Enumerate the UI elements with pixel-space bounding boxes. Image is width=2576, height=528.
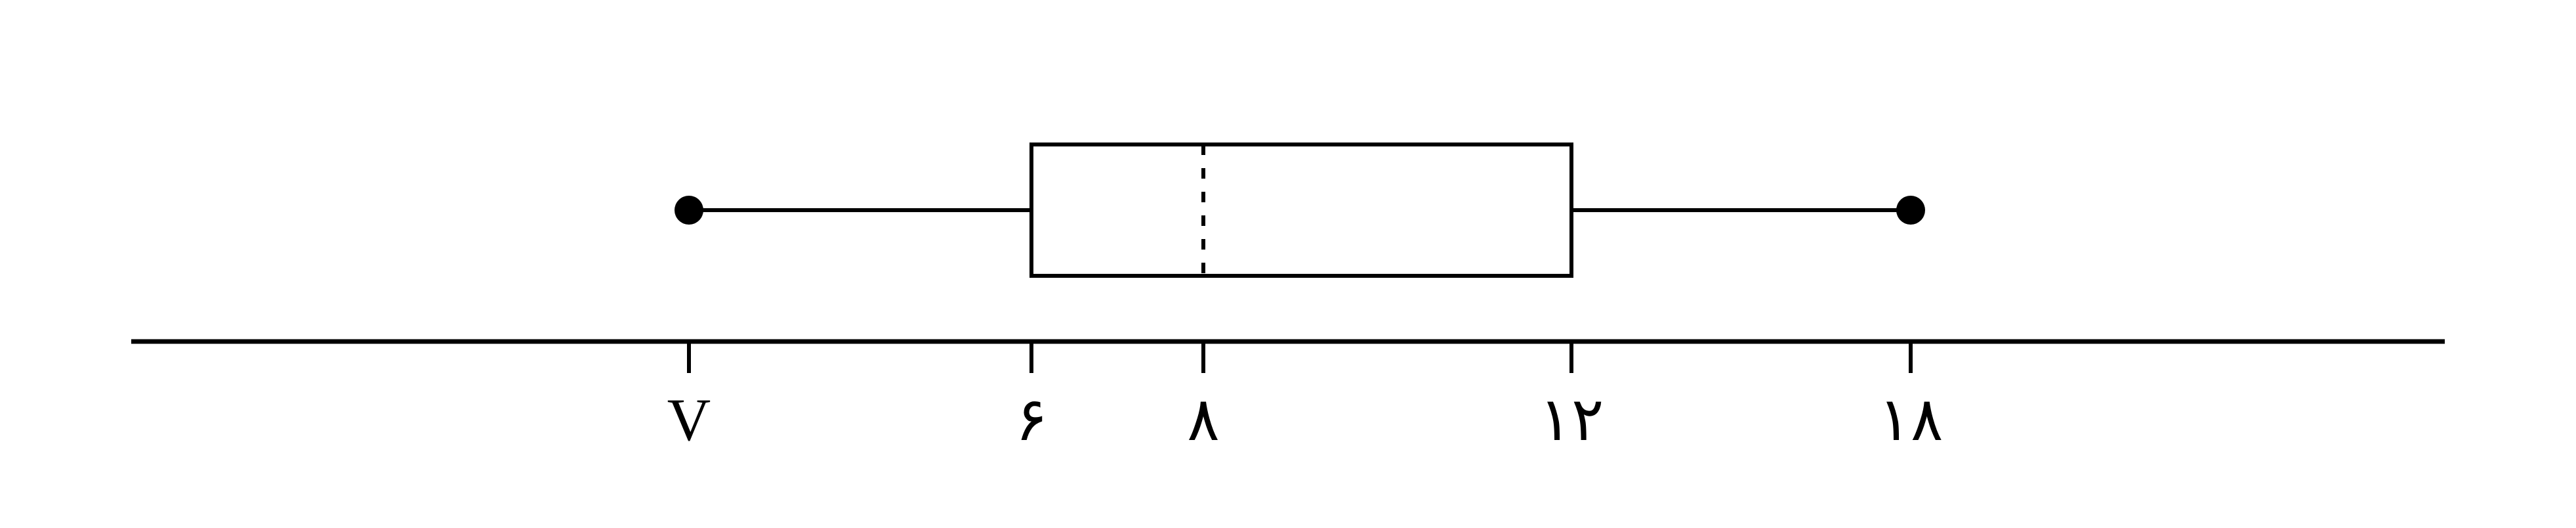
boxplot-svg: V ۶ ٨ ١٢ ١٨ [0,0,2576,528]
axis-tick-label: ١٨ [1879,386,1943,453]
whisker-endpoint-min [675,196,703,225]
axis-tick-label: ٨ [1187,386,1219,453]
box [1031,144,1571,276]
boxplot-figure: V ۶ ٨ ١٢ ١٨ [0,0,2576,528]
axis-tick-label: ۶ [1015,386,1047,453]
axis-tick-label: V [667,386,711,453]
whisker-endpoint-max [1896,196,1925,225]
axis-tick-label: ١٢ [1539,386,1604,453]
